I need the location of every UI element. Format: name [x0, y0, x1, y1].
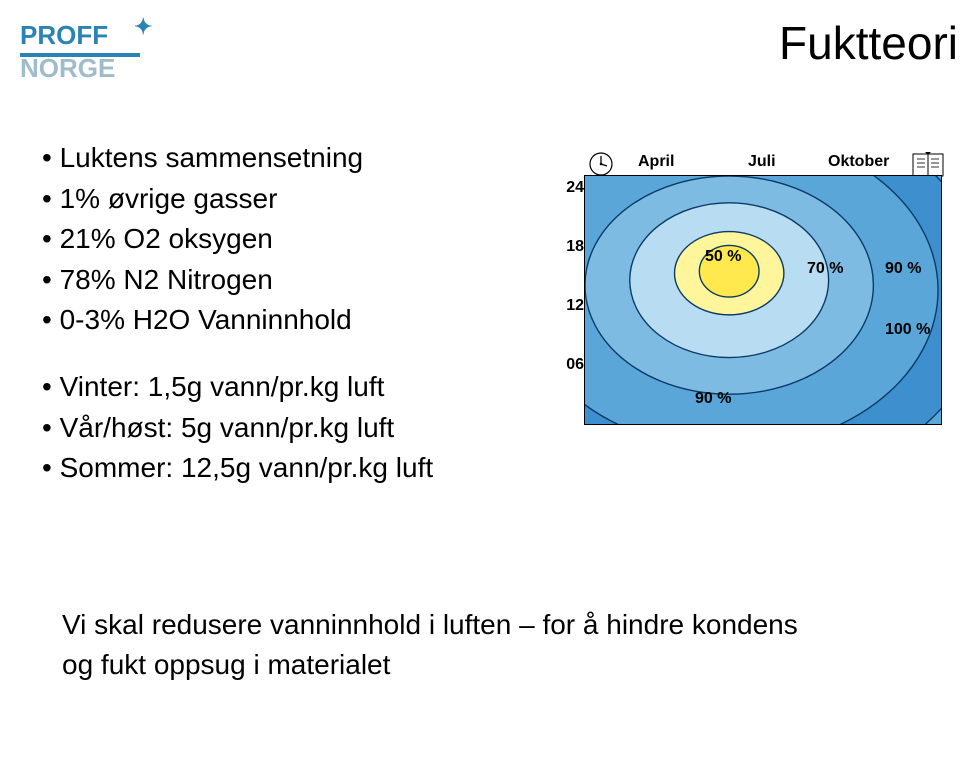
bullet-item: 78% N2 Nitrogen — [42, 260, 502, 301]
y-tick: 06 — [556, 356, 584, 374]
y-tick: 24 — [556, 179, 584, 197]
contour-label: 90 % — [885, 260, 921, 278]
slide: ✦ PROFF NORGE Fuktteori Luktens sammense… — [0, 0, 960, 767]
bullet-list: Luktens sammensetning 1% øvrige gasser 2… — [42, 138, 502, 489]
bullet-item: Vinter: 1,5g vann/pr.kg luft — [42, 367, 502, 408]
summary-text: Vi skal redusere vanninnhold i luften – … — [62, 605, 822, 685]
calendar-book-icon — [912, 151, 944, 177]
x-tick: Oktober — [828, 153, 889, 171]
contour-label: 90 % — [695, 390, 731, 408]
page-title: Fuktteori — [779, 16, 958, 70]
bullet-item: 0-3% H2O Vanninnhold — [42, 300, 502, 341]
logo-text-top: PROFF — [20, 20, 150, 51]
bullet-item: 1% øvrige gasser — [42, 179, 502, 220]
contour-label: 50 % — [705, 248, 741, 266]
bullet-item: Luktens sammensetning — [42, 138, 502, 179]
bullet-item: Sommer: 12,5g vann/pr.kg luft — [42, 448, 502, 489]
contour-label: 100 % — [885, 321, 930, 339]
chart-plot-area: 50 % 70 % 90 % 100 % 90 % — [584, 175, 942, 425]
y-tick: 12 — [556, 297, 584, 315]
contour-label: 70 % — [807, 260, 843, 278]
bullet-item: 21% O2 oksygen — [42, 219, 502, 260]
logo-plus-icon: ✦ — [134, 14, 152, 40]
logo-text-bottom: NORGE — [20, 57, 150, 80]
humidity-chart: 24 18 12 06 April Juli Oktober 50 % 70 %… — [538, 155, 946, 425]
brand-logo: ✦ PROFF NORGE — [20, 20, 150, 84]
x-tick: Juli — [748, 153, 776, 171]
bullet-item: Vår/høst: 5g vann/pr.kg luft — [42, 408, 502, 449]
y-tick: 18 — [556, 238, 584, 256]
clock-icon — [588, 151, 614, 177]
x-tick: April — [638, 153, 674, 171]
